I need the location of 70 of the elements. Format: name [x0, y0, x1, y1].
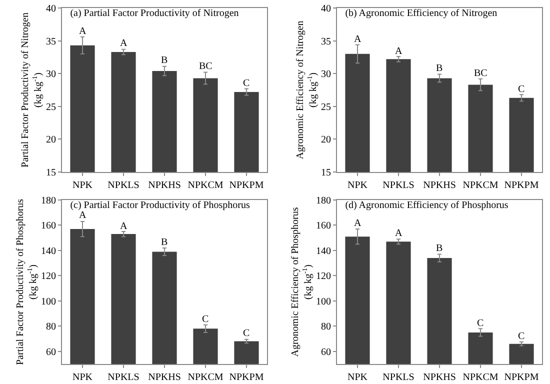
data-label: A	[354, 34, 362, 45]
x-tick-label: NPK	[72, 372, 94, 383]
data-label: A	[79, 26, 87, 37]
data-label: C	[518, 84, 525, 95]
y-tick-label: 120	[41, 271, 56, 282]
y-tick-label: 35	[321, 36, 331, 48]
x-tick-label: NPKCM	[462, 372, 498, 383]
chart-title: (d) Agronomic Efficiency of Phosphorus	[345, 200, 508, 211]
data-label: C	[518, 331, 525, 342]
data-label: C	[477, 318, 484, 329]
y-tick-label: 35	[46, 36, 56, 48]
y-tick-label: 25	[46, 102, 56, 113]
x-tick-label: NPKPM	[504, 372, 539, 383]
chart-title: (b) Agronomic Efficiency of Nitrogen	[345, 8, 498, 19]
data-label: A	[120, 38, 128, 49]
y-tick-label: 40	[321, 4, 331, 14]
y-tick-label: 60	[321, 346, 331, 358]
chart-title: (c) Partial Factor Productivity of Phosphorus	[70, 200, 250, 211]
y-tick-label: 180	[41, 196, 56, 206]
y-tick-label: 20	[46, 134, 56, 146]
data-label: A	[395, 228, 403, 239]
data-label: A	[120, 221, 128, 232]
x-tick-label: NPKHS	[423, 180, 456, 191]
y-tick-label: 160	[41, 220, 56, 232]
data-label: BC	[199, 61, 213, 72]
x-tick-label: NPKLS	[382, 180, 414, 191]
y-tick-label: 80	[321, 322, 331, 333]
x-tick-label: NPKHS	[148, 180, 181, 191]
y-tick-label: 100	[41, 296, 56, 308]
y-tick-label: 120	[316, 271, 331, 282]
data-label: C	[243, 328, 250, 339]
y-tick-label: 180	[316, 196, 331, 206]
y-tick-label: 140	[316, 246, 331, 257]
y-tick-label: 30	[46, 69, 56, 80]
data-label: C	[243, 78, 250, 89]
chart-title: (a) Partial Factor Productivity of Nitrogen	[70, 8, 239, 19]
x-tick-label: NPK	[347, 372, 368, 383]
data-label: B	[161, 237, 168, 248]
data-label: C	[202, 314, 209, 325]
x-tick-label: NPK	[72, 180, 94, 191]
y-tick-label: 60	[46, 346, 56, 358]
data-label: A	[395, 46, 403, 57]
y-tick-label: 100	[316, 296, 331, 308]
y-tick-label: 140	[41, 246, 56, 257]
x-tick-label: NPKPM	[504, 180, 539, 191]
data-label: B	[436, 243, 443, 254]
x-tick-label: NPKCM	[462, 180, 498, 191]
y-tick-label: 30	[321, 69, 331, 80]
x-tick-label: NPKHS	[423, 372, 456, 383]
y-tick-label: 25	[321, 102, 331, 113]
y-tick-label: 40	[46, 4, 56, 14]
x-tick-label: NPKHS	[148, 372, 181, 383]
data-label: A	[354, 218, 362, 229]
x-tick-label: NPKPM	[229, 180, 264, 191]
y-tick-label: 80	[46, 322, 56, 333]
x-tick-label: NPKPM	[229, 372, 264, 383]
x-tick-label: NPK	[347, 180, 368, 191]
x-tick-label: NPKCM	[188, 372, 224, 383]
x-tick-label: NPKLS	[108, 372, 140, 383]
y-tick-label: 20	[321, 134, 331, 146]
data-label: B	[161, 55, 168, 66]
x-tick-label: NPKLS	[382, 372, 414, 383]
data-label: A	[79, 210, 87, 221]
y-tick-label: 160	[316, 220, 331, 232]
data-label: B	[436, 63, 443, 74]
data-label: BC	[474, 68, 488, 79]
y-tick-label: 15	[321, 168, 331, 178]
y-tick-label: 15	[46, 168, 56, 178]
x-tick-label: NPKLS	[108, 180, 140, 191]
x-tick-label: NPKCM	[188, 180, 224, 191]
